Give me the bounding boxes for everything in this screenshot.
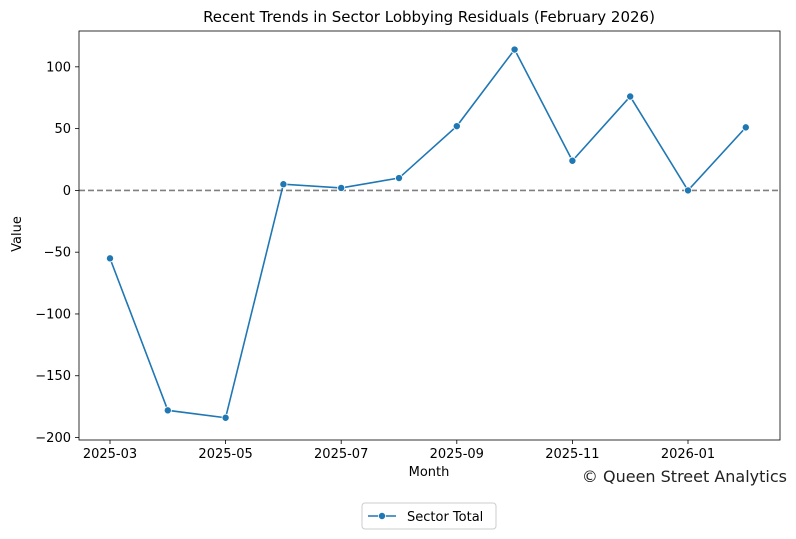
y-tick-label: 0 xyxy=(63,184,71,199)
data-point xyxy=(626,92,635,101)
y-axis-label: Value xyxy=(10,216,25,252)
data-point xyxy=(568,156,577,165)
data-point xyxy=(221,413,230,422)
copyright-watermark: © Queen Street Analytics xyxy=(582,467,787,486)
y-axis: 100 50 0 −50 −100 −150 −200 xyxy=(35,60,79,446)
data-point xyxy=(394,174,403,183)
data-point xyxy=(163,406,172,415)
y-tick-label: 50 xyxy=(54,122,71,137)
y-tick-label: −150 xyxy=(35,369,71,384)
x-tick-label: 2025-09 xyxy=(430,447,484,462)
x-axis: 2025-03 2025-05 2025-07 2025-09 2025-11 2026-… xyxy=(83,440,715,462)
x-axis-label: Month xyxy=(409,465,450,480)
x-tick-label: 2025-07 xyxy=(314,447,368,462)
y-tick-label: −200 xyxy=(35,431,71,446)
plot-frame xyxy=(78,30,781,441)
y-tick-label: 100 xyxy=(46,60,71,75)
data-point xyxy=(684,186,693,195)
legend-frame xyxy=(361,502,497,530)
series-line-sector-total xyxy=(109,48,747,419)
legend: Sector Total xyxy=(361,502,497,530)
data-point xyxy=(741,123,750,132)
x-tick-label: 2025-05 xyxy=(198,447,252,462)
x-tick-label: 2025-11 xyxy=(545,447,599,462)
y-tick-label: −100 xyxy=(35,307,71,322)
chart-title: Recent Trends in Sector Lobbying Residua… xyxy=(203,8,655,26)
series-points xyxy=(106,45,750,422)
data-point xyxy=(510,45,519,54)
x-tick-label: 2025-03 xyxy=(83,447,137,462)
data-point xyxy=(279,180,288,189)
legend-label: Sector Total xyxy=(407,510,483,525)
legend-marker xyxy=(377,512,386,521)
data-point xyxy=(337,183,346,192)
data-point xyxy=(106,254,115,263)
x-tick-label: 2026-01 xyxy=(661,447,715,462)
data-point xyxy=(452,122,461,131)
y-tick-label: −50 xyxy=(44,246,71,261)
